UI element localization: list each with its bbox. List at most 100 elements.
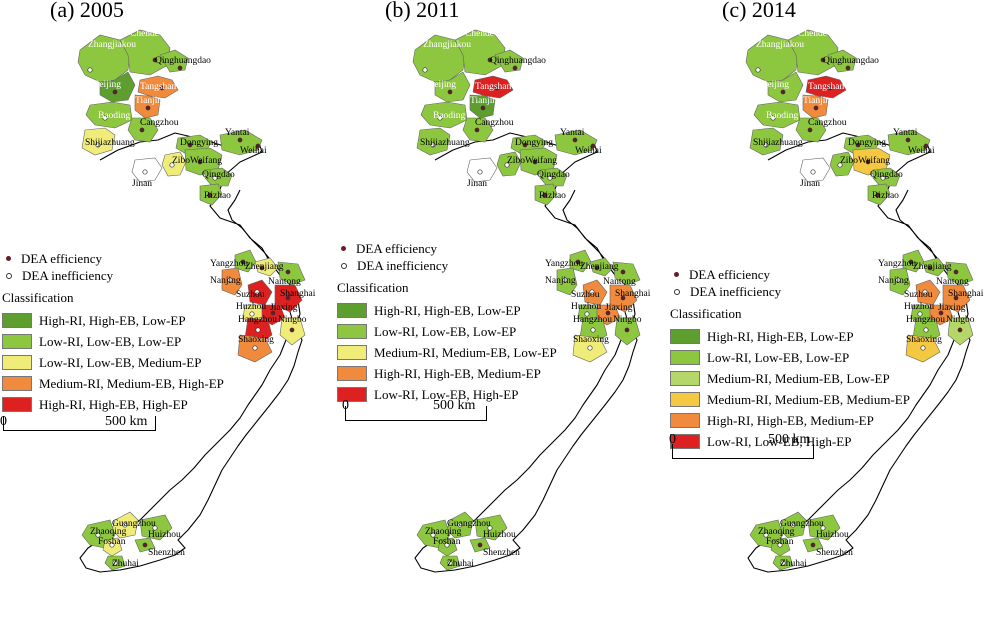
city-label-yangzhou: Yangzhou	[210, 259, 248, 269]
efficiency-dot-jiaxing	[605, 310, 611, 316]
inefficiency-dot-suzhou	[589, 289, 595, 295]
city-label-jiaxing: Jiaxing	[270, 303, 298, 313]
legend-efficient: DEA efficiency	[337, 240, 557, 257]
inefficiency-dot-foshan	[444, 542, 450, 548]
legend-swatch	[670, 371, 700, 386]
city-label-yantai: Yantai	[225, 128, 250, 138]
legend-class-item: Low-RI, Low-EB, High-EP	[670, 431, 910, 452]
inefficiency-dot-qingdao	[547, 175, 553, 181]
legend-inefficient: DEA inefficiency	[670, 283, 910, 300]
legend-class-item: Low-RI, Low-EB, Low-EP	[670, 347, 910, 368]
city-label-guangzhou: Guangzhou	[780, 519, 824, 529]
legend-class-item: Medium-RI, Medium-EB, Low-EP	[670, 368, 910, 389]
legend-swatch	[2, 397, 32, 412]
region-beijing	[767, 71, 804, 103]
city-label-weihai: Weihai	[240, 146, 267, 156]
city-label-weihai: Weihai	[575, 146, 602, 156]
inefficiency-dot-foshan	[109, 542, 115, 548]
city-label-huzhou: Huzhou	[571, 302, 601, 312]
efficiency-dot-tianjin	[145, 105, 151, 111]
city-label-chende: Chende	[798, 29, 827, 39]
region-nantong	[277, 261, 306, 286]
scale-bar	[672, 444, 814, 459]
inefficiency-dot-zibo	[169, 162, 175, 168]
city-label-hangzhou: Hangzhou	[906, 315, 945, 325]
efficiency-dot-beijing	[780, 89, 786, 95]
legend-heading: Classification	[337, 280, 409, 295]
city-label-nantong: Nantong	[268, 277, 301, 287]
efficiency-dot-tangshan	[494, 85, 500, 91]
city-label-cangzhou: Cangzhou	[140, 118, 179, 128]
city-label-huizhou: Huizhou	[148, 530, 181, 540]
region-jinan	[799, 157, 831, 183]
city-label-baoding: Baoding	[433, 111, 465, 121]
inefficiency-dot-jinan	[810, 169, 816, 175]
city-label-huzhou: Huzhou	[236, 302, 266, 312]
inefficiency-dot-zhuhai	[780, 560, 786, 566]
inefficiency-dot-jinan	[477, 169, 483, 175]
city-label-nantong: Nantong	[936, 277, 969, 287]
city-label-yangzhou: Yangzhou	[878, 259, 916, 269]
legend-class-label: Medium-RI, Medium-EB, High-EP	[39, 375, 224, 391]
legend-swatch	[337, 366, 367, 381]
scale-km: 500 km	[768, 432, 811, 447]
legend-class-item: High-RI, High-EB, Low-EP	[670, 326, 910, 347]
efficiency-dot-tianjin	[813, 105, 819, 111]
legend-swatch	[670, 413, 700, 428]
efficiency-dot-shenzhen	[477, 542, 483, 548]
efficiency-dot-tangshan	[159, 85, 165, 91]
legend-class-label: High-RI, High-EB, Medium-EP	[707, 412, 874, 428]
city-label-shanghai: Shanghai	[280, 289, 316, 299]
region-tangshan	[137, 75, 179, 99]
city-label-foshan: Foshan	[98, 537, 126, 547]
city-label-suzhou: Suzhou	[236, 290, 265, 300]
city-label-jiaxing: Jiaxing	[605, 303, 633, 313]
efficiency-dot-weihai	[255, 143, 261, 149]
city-label-baoding: Baoding	[766, 111, 798, 121]
legend-classes: High-RI, High-EB, Low-EP Low-RI, Low-EB, …	[337, 300, 557, 405]
inefficiency-dot-zhangjiakou	[755, 67, 761, 73]
city-label-weifang: Weifang	[525, 155, 557, 166]
efficiency-dot-ningbo	[624, 327, 630, 333]
legend: DEA efficiency DEA inefficiency Classifi…	[670, 266, 910, 452]
legend-class-label: Low-RI, Low-EB, High-EP	[374, 386, 519, 402]
efficiency-dot-weifang	[532, 159, 538, 165]
efficiency-dot-nantong	[620, 269, 626, 275]
efficiency-dot-zhenjiang	[927, 265, 933, 271]
region-zhenjiang	[589, 257, 614, 277]
legend-heading: Classification	[670, 306, 742, 321]
inefficiency-dot-nanjing	[895, 277, 901, 283]
scale-zero: 0	[669, 432, 676, 447]
efficiency-dot-jiaxing	[938, 310, 944, 316]
legend-efficient-label: DEA efficiency	[356, 240, 437, 256]
region-nantong	[945, 261, 974, 286]
city-label-huizhou: Huizhou	[483, 530, 516, 540]
efficiency-dot-tangshan	[827, 85, 833, 91]
city-label-cangzhou: Cangzhou	[808, 118, 847, 128]
legend-swatch	[337, 324, 367, 339]
efficiency-dot-shanghai	[620, 295, 626, 301]
city-label-beijing: Beijing	[93, 80, 121, 90]
city-label-dongying: Dongying	[515, 138, 553, 148]
legend-inefficient: DEA inefficiency	[2, 267, 224, 284]
city-label-qinghuangdao: Qinghuangdao	[823, 56, 879, 66]
efficiency-dot-yangzhou	[575, 259, 581, 265]
region-suzhou	[582, 279, 608, 306]
region-yantai	[219, 129, 263, 156]
city-label-tangshan: Tangshan	[475, 82, 512, 92]
city-label-weihai: Weihai	[908, 146, 935, 156]
region-qingdao	[204, 167, 233, 187]
legend-class-label: Low-RI, Low-EB, High-EP	[707, 433, 852, 449]
city-label-zhenjiang: Zhenjiang	[913, 262, 952, 272]
city-label-zhenjiang: Zhenjiang	[245, 262, 284, 272]
inefficiency-dot-huzhou	[917, 311, 923, 317]
city-label-foshan: Foshan	[433, 537, 461, 547]
city-label-weifang: Weifang	[190, 155, 222, 166]
scale-km: 500 km	[433, 398, 476, 413]
city-label-zhaoqing: Zhaoqing	[758, 527, 795, 537]
city-label-huzhou: Huzhou	[904, 302, 934, 312]
city-label-shaoxing: Shaoxing	[238, 335, 274, 345]
legend-inefficient-label: DEA inefficiency	[22, 267, 114, 283]
legend-class-label: Low-RI, Low-EB, Medium-EP	[39, 354, 202, 370]
